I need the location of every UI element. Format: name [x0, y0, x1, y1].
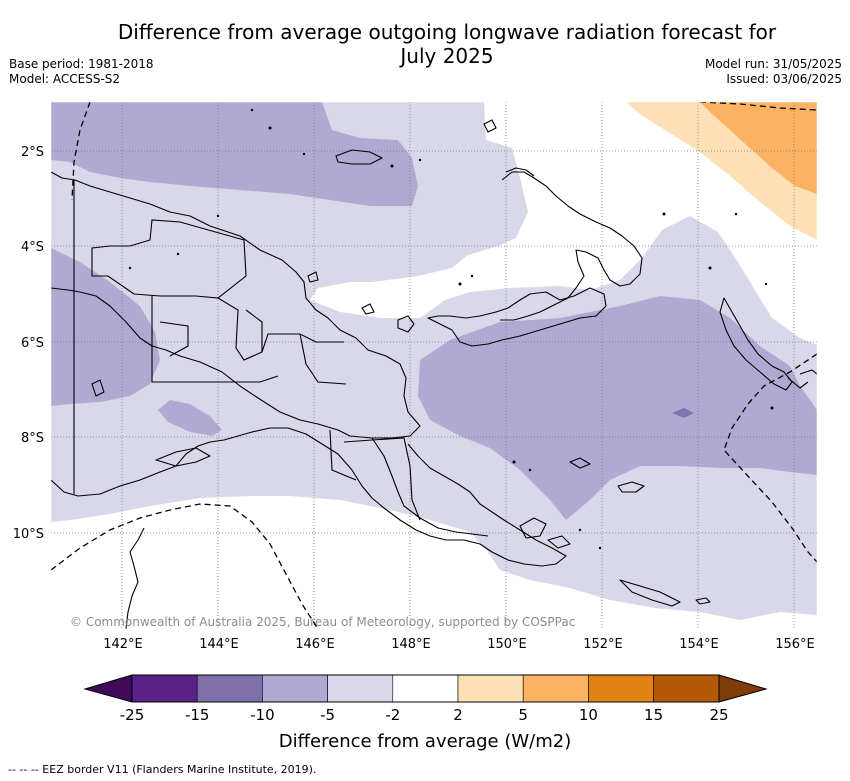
anomaly-region-neg-mid-west	[51, 248, 160, 406]
province-border-g	[329, 429, 357, 481]
new-guinea-coast-north	[51, 171, 421, 439]
province-border-e	[245, 309, 263, 352]
lat-label-8s: 8°S	[21, 431, 44, 446]
meta-left: Base period: 1981-2018 Model: ACCESS-S2	[9, 57, 154, 87]
title-line-2: July 2025	[400, 44, 494, 68]
chart-title: Difference from average outgoing longwav…	[90, 20, 804, 68]
island-woodlark	[617, 481, 645, 493]
colorbar-outline	[131, 674, 720, 703]
colorbar-swatch-8	[588, 674, 654, 703]
title-line-1: Difference from average outgoing longwav…	[117, 20, 777, 44]
island-karkar	[307, 271, 319, 283]
island-long	[397, 315, 415, 333]
papuan-peninsula-coast	[371, 437, 489, 537]
colorbar-swatch-5	[392, 674, 459, 703]
colorbar-tick-6: 2	[453, 706, 463, 724]
lat-label-6s: 6°S	[21, 336, 44, 351]
lon-label-150e: 150°E	[487, 637, 527, 652]
colorbar-extend-high	[718, 674, 768, 703]
anomaly-region-neg-strong-spot	[672, 408, 694, 418]
colorbar-swatch-4	[327, 674, 394, 703]
solomon-islands-coast	[787, 369, 817, 389]
latitude-labels: 2°S 4°S 6°S 8°S 10°S	[13, 145, 44, 542]
colorbar-extend-low	[83, 674, 133, 703]
colorbar-tick-2: -15	[185, 706, 210, 724]
anomaly-region-pos-mid	[700, 102, 817, 194]
island-umboi	[361, 303, 375, 315]
model-run-label: Model run: 31/05/2025	[704, 57, 842, 71]
island-manus	[335, 149, 383, 165]
colorbar-tick-10: 25	[709, 706, 728, 724]
new-guinea-coast-south	[51, 427, 567, 567]
lat-label-2s: 2°S	[21, 145, 44, 160]
colorbar-tick-7: 5	[518, 706, 528, 724]
lon-label-154e: 154°E	[679, 637, 719, 652]
colorbar-swatch-6	[457, 674, 524, 703]
colorbar-tick-1: -25	[120, 706, 145, 724]
base-period-label: Base period: 1981-2018	[9, 57, 154, 71]
colorbar: -25 -15 -10 -5 -2 2 5 10 15 25 Differenc…	[83, 674, 768, 752]
island-kiriwina	[483, 119, 497, 133]
colorbar-tick-3: -10	[250, 706, 275, 724]
map-gridlines	[51, 102, 817, 629]
australia-cape-york-coast	[125, 527, 145, 629]
island-rossel	[695, 597, 711, 605]
huon-coast	[427, 287, 607, 347]
colorbar-swatch-9	[653, 674, 720, 703]
province-borders	[73, 180, 421, 521]
colorbar-swatch-1	[131, 674, 198, 703]
new-ireland-coast	[505, 167, 535, 177]
bougainville-coast	[719, 297, 793, 391]
lon-label-152e: 152°E	[583, 637, 623, 652]
meta-right: Model run: 31/05/2025 Issued: 03/06/2025	[705, 57, 842, 87]
map-area	[51, 102, 817, 629]
colorbar-tick-9: 15	[644, 706, 663, 724]
province-border-f	[299, 333, 347, 385]
colorbar-swatch-2	[196, 674, 263, 703]
colorbar-tick-8: 10	[579, 706, 598, 724]
lon-label-156e: 156°E	[775, 637, 815, 652]
island-dentrecasteaux	[519, 517, 571, 549]
lon-label-146e: 146°E	[295, 637, 335, 652]
colorbar-tick-5: -2	[385, 706, 400, 724]
island-trobriand	[569, 457, 591, 469]
anomaly-region-neg-mid-north	[51, 102, 418, 206]
small-islets	[128, 108, 774, 550]
province-border-b	[151, 296, 279, 383]
model-label: Model: ACCESS-S2	[9, 72, 121, 86]
longitude-labels: 142°E 144°E 146°E 148°E 150°E 152°E 154°…	[103, 637, 815, 652]
island-louisiade	[619, 579, 681, 607]
lat-label-4s: 4°S	[21, 240, 44, 255]
lon-label-148e: 148°E	[391, 637, 431, 652]
colorbar-swatch-3	[262, 674, 328, 703]
province-border-h	[343, 437, 421, 521]
eez-borders	[51, 102, 817, 629]
new-britain-coast	[500, 171, 643, 321]
lon-label-142e: 142°E	[103, 637, 143, 652]
eez-border-southwest	[51, 503, 319, 629]
lat-label-10s: 10°S	[13, 527, 44, 542]
coastlines	[51, 119, 817, 629]
eez-footnote: -- -- -- EEZ border V11 (Flanders Marine…	[8, 763, 317, 776]
colorbar-tick-4: -5	[320, 706, 335, 724]
fly-delta-islands	[91, 379, 211, 467]
copyright-label: © Commonwealth of Australia 2025, Bureau…	[70, 615, 575, 629]
anomaly-region-neg-mid-gulf	[158, 400, 222, 436]
province-border-a	[91, 219, 247, 299]
eez-border-northeast	[699, 102, 817, 111]
eez-border-west	[71, 102, 91, 201]
lon-label-144e: 144°E	[199, 637, 239, 652]
eez-border-east	[723, 353, 817, 563]
colorbar-swatch-7	[522, 674, 589, 703]
province-border-c	[159, 321, 189, 357]
colorbar-title: Difference from average (W/m2)	[279, 731, 571, 752]
anomaly-region-neg-mid-east	[418, 296, 817, 520]
issued-label: Issued: 03/06/2025	[726, 72, 842, 86]
